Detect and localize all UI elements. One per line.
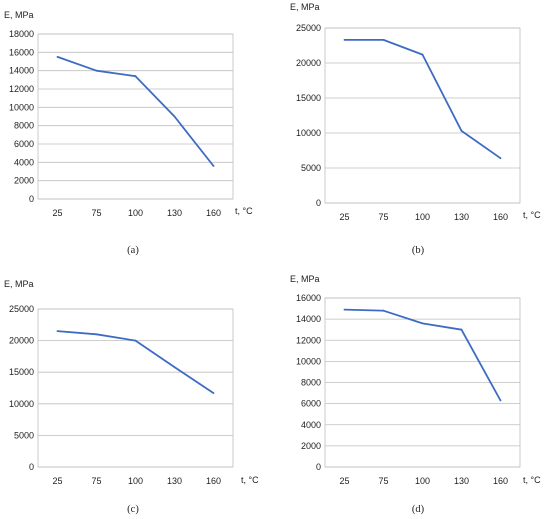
x-tick-label: 25: [339, 476, 349, 486]
data-point: [460, 328, 463, 331]
chart-panel-c: 0 5000 10000 15000 20000 25000 25 75 100 130 160 E,…: [4, 279, 259, 515]
y-tick-label: 14000: [296, 314, 321, 324]
x-tick-label: 130: [454, 212, 469, 222]
y-tick-label: 20000: [9, 336, 34, 346]
y-tick-label: 14000: [9, 66, 34, 76]
x-tick-label: 75: [378, 212, 388, 222]
y-tick-label: 20000: [296, 58, 321, 68]
y-axis-title: E, MPa: [290, 274, 320, 284]
x-tick-label: 130: [167, 208, 182, 218]
x-tick-label: 25: [339, 212, 349, 222]
x-tick-label: 25: [52, 208, 62, 218]
y-tick-label: 6000: [301, 399, 321, 409]
x-tick-label: 100: [128, 476, 143, 486]
data-point: [382, 309, 385, 312]
x-tick-label: 100: [415, 476, 430, 486]
series-line: [57, 56, 215, 167]
data-point: [56, 56, 59, 58]
x-tick-label: 130: [454, 476, 469, 486]
y-tick-label: 16000: [9, 47, 34, 57]
y-tick-label: 10000: [9, 399, 34, 409]
y-tick-label: 10000: [296, 356, 321, 366]
x-axis-title: t, °C: [523, 475, 541, 485]
chart-panel-a: 0 2000 4000 6000 8000 10000 12000 14000 16000 180…: [4, 10, 253, 256]
data-point: [173, 115, 176, 118]
data-point: [56, 330, 59, 333]
data-point: [173, 366, 176, 369]
data-point: [95, 69, 98, 72]
plot-area: [37, 33, 234, 200]
y-tick-label: 15000: [9, 367, 34, 377]
y-tick-label: 4000: [301, 420, 321, 430]
x-tick-label: 75: [91, 208, 101, 218]
x-tick-label: 25: [52, 476, 62, 486]
y-axis-title: E, MPa: [4, 10, 34, 20]
y-tick-label: 25000: [9, 304, 34, 314]
panel-caption: (d): [412, 504, 425, 515]
y-tick-label: 12000: [9, 84, 34, 94]
y-tick-label: 25000: [296, 23, 321, 33]
y-tick-label: 0: [29, 462, 34, 472]
y-tick-label: 16000: [296, 293, 321, 303]
data-point: [343, 308, 346, 311]
x-tick-label: 160: [206, 476, 221, 486]
panel-caption: (c): [127, 504, 139, 515]
data-point: [95, 333, 98, 336]
x-tick-label: 100: [415, 212, 430, 222]
y-tick-label: 2000: [14, 176, 34, 186]
y-tick-label: 0: [316, 198, 321, 208]
y-tick-label: 12000: [296, 335, 321, 345]
y-tick-label: 0: [316, 462, 321, 472]
y-tick-label: 4000: [14, 157, 34, 167]
data-point: [212, 392, 215, 394]
data-point: [212, 165, 215, 167]
data-point: [343, 39, 346, 41]
x-axis-title: t, °C: [241, 475, 259, 485]
data-point: [134, 339, 137, 342]
data-point: [421, 53, 424, 56]
x-axis-title: t, °C: [235, 206, 253, 216]
panel-caption: (a): [127, 245, 139, 256]
y-tick-label: 8000: [301, 378, 321, 388]
x-tick-label: 100: [128, 208, 143, 218]
y-axis-title: E, MPa: [290, 2, 320, 12]
y-tick-label: 5000: [301, 163, 321, 173]
y-tick-label: 5000: [14, 430, 34, 440]
y-tick-label: 10000: [9, 102, 34, 112]
chart-panel-b: 0 5000 10000 15000 20000 25000 25 75 100 130 160 E,…: [290, 2, 541, 256]
data-point: [460, 130, 463, 132]
y-tick-label: 2000: [301, 441, 321, 451]
y-tick-label: 10000: [296, 128, 321, 138]
y-axis-title: E, MPa: [4, 279, 34, 289]
x-tick-label: 75: [378, 476, 388, 486]
x-tick-label: 160: [493, 212, 508, 222]
data-point: [499, 157, 502, 160]
y-tick-label: 0: [29, 194, 34, 204]
y-tick-label: 18000: [9, 29, 34, 39]
x-tick-label: 160: [493, 476, 508, 486]
x-tick-label: 160: [206, 208, 221, 218]
data-point: [382, 39, 385, 41]
y-tick-label: 6000: [14, 139, 34, 149]
data-point: [421, 322, 424, 325]
series-line: [344, 39, 502, 159]
x-axis-title: t, °C: [523, 210, 541, 220]
panel-caption: (b): [412, 245, 425, 256]
y-tick-label: 8000: [14, 121, 34, 131]
chart-panel-d: 0 2000 4000 6000 8000 10000 12000 14000 16000 25 7…: [290, 274, 541, 515]
x-tick-label: 130: [167, 476, 182, 486]
data-point: [134, 75, 137, 78]
x-tick-label: 75: [91, 476, 101, 486]
y-tick-label: 15000: [296, 93, 321, 103]
data-point: [499, 399, 502, 402]
